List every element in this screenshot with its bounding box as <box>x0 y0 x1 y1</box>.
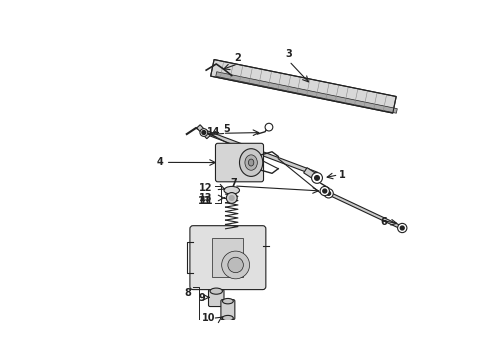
FancyBboxPatch shape <box>190 226 266 289</box>
Circle shape <box>221 251 249 279</box>
Polygon shape <box>304 168 322 183</box>
Text: 6: 6 <box>380 217 387 227</box>
Text: 11: 11 <box>199 196 213 206</box>
Text: 9: 9 <box>198 293 205 303</box>
Circle shape <box>320 186 329 195</box>
Bar <box>212 238 244 276</box>
Circle shape <box>200 129 208 136</box>
Text: 11: 11 <box>198 196 212 206</box>
Text: 7: 7 <box>231 178 238 188</box>
Circle shape <box>312 172 322 183</box>
Ellipse shape <box>210 288 222 294</box>
Ellipse shape <box>222 315 233 321</box>
Text: 2: 2 <box>234 53 241 63</box>
Circle shape <box>229 195 234 200</box>
FancyBboxPatch shape <box>221 300 235 320</box>
Polygon shape <box>328 192 403 229</box>
Polygon shape <box>196 125 210 139</box>
Ellipse shape <box>245 155 257 170</box>
Text: 5: 5 <box>223 124 230 134</box>
Text: 1: 1 <box>339 170 345 180</box>
Polygon shape <box>216 72 397 113</box>
Circle shape <box>400 226 404 230</box>
Circle shape <box>265 123 273 131</box>
Ellipse shape <box>222 298 233 304</box>
Ellipse shape <box>248 159 254 166</box>
Text: 8: 8 <box>185 288 192 298</box>
Circle shape <box>323 189 327 193</box>
Text: 13: 13 <box>199 193 212 203</box>
Text: 3: 3 <box>286 49 293 59</box>
Text: 10: 10 <box>202 313 216 323</box>
Circle shape <box>397 223 407 233</box>
Circle shape <box>202 131 206 134</box>
Circle shape <box>315 176 319 180</box>
FancyBboxPatch shape <box>216 143 264 182</box>
Circle shape <box>228 257 244 273</box>
Circle shape <box>324 189 333 198</box>
FancyBboxPatch shape <box>209 289 224 306</box>
Text: 4: 4 <box>157 157 164 167</box>
Circle shape <box>327 192 331 195</box>
Circle shape <box>226 193 237 203</box>
Ellipse shape <box>224 186 240 194</box>
Polygon shape <box>201 129 318 176</box>
Text: 14: 14 <box>207 127 220 137</box>
Ellipse shape <box>240 149 263 176</box>
Text: 12: 12 <box>199 183 212 193</box>
Polygon shape <box>211 59 396 113</box>
